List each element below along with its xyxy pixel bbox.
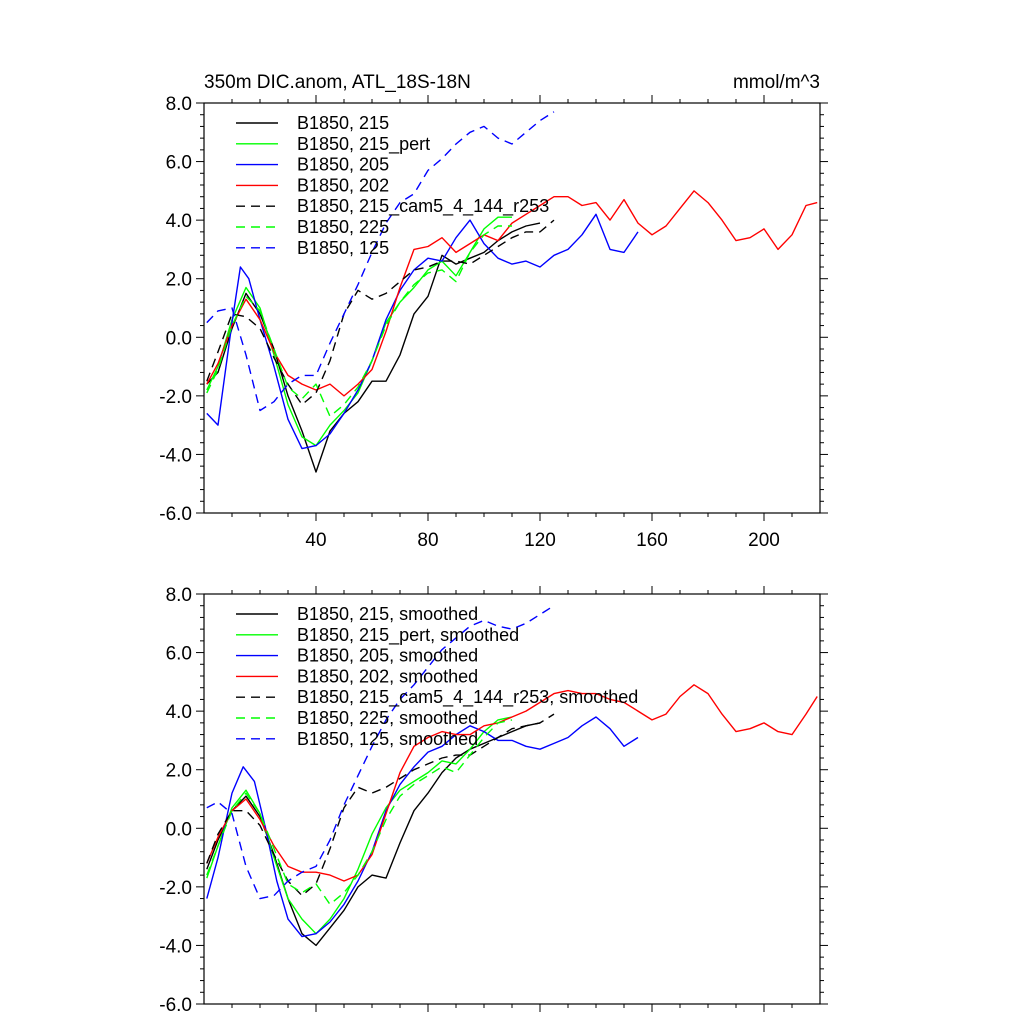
x-tick-label: 120	[524, 530, 556, 551]
y-tick-label: 6.0	[166, 153, 192, 174]
units-label: mmol/m^3	[733, 72, 820, 93]
y-tick-label: 8.0	[166, 585, 192, 606]
x-tick-label: 200	[748, 530, 780, 551]
series-line-4	[206, 190, 818, 397]
series-line-5	[206, 713, 555, 897]
legend-label: B1850, 215_cam5_4_144_r253	[297, 196, 549, 217]
series-line-3	[206, 716, 639, 938]
series-line-5	[206, 219, 555, 406]
y-tick-label: -2.0	[159, 878, 192, 899]
panel-top: 350m DIC.anom, ATL_18S-18N mmol/m^3 -6.0…	[159, 72, 828, 551]
y-tick-label: 2.0	[166, 270, 192, 291]
y-tick-label: 6.0	[166, 644, 192, 665]
legend-label: B1850, 215_pert	[297, 134, 430, 155]
y-tick-label: -4.0	[159, 936, 192, 957]
y-tick-label: 2.0	[166, 761, 192, 782]
legend-label: B1850, 125, smoothed	[297, 729, 478, 749]
series-group	[206, 605, 818, 947]
y-tick-label: -6.0	[159, 504, 192, 525]
x-tick-label: 80	[417, 530, 438, 551]
legend-label: B1850, 202, smoothed	[297, 666, 478, 686]
y-tick-label: 4.0	[166, 211, 192, 232]
series-line-2	[206, 716, 513, 935]
series-line-6	[206, 719, 513, 906]
series-line-1	[206, 222, 541, 473]
legend-label: B1850, 215_pert, smoothed	[297, 625, 519, 646]
legend-label: B1850, 215, smoothed	[297, 604, 478, 624]
y-tick-label: -6.0	[159, 995, 192, 1016]
legend-label: B1850, 125	[297, 238, 389, 258]
y-tick-label: -4.0	[159, 445, 192, 466]
series-group	[206, 111, 818, 473]
series-line-7	[206, 111, 555, 412]
series-line-3	[206, 213, 639, 450]
x-tick-label: 160	[636, 530, 668, 551]
legend-label: B1850, 205	[297, 155, 389, 175]
x-tick-label: 40	[305, 530, 326, 551]
y-tick-label: 8.0	[166, 94, 192, 115]
panel-bottom: -6.0 -4.0 -2.0 0.0 2.0 4.0 6.0 8.0 B1850, 215, s…	[159, 585, 828, 1016]
series-line-4	[206, 684, 818, 882]
chart-title: 350m DIC.anom, ATL_18S-18N	[204, 72, 471, 93]
series-line-6	[206, 225, 512, 418]
legend-label: B1850, 225, smoothed	[297, 708, 478, 728]
y-tick-label: -2.0	[159, 387, 192, 408]
y-tick-label: 4.0	[166, 702, 192, 723]
series-line-1	[206, 722, 541, 947]
legend-label: B1850, 225	[297, 217, 389, 237]
y-tick-label: 0.0	[166, 328, 192, 349]
legend-label: B1850, 202	[297, 175, 389, 195]
legend-label: B1850, 215_cam5_4_144_r253, smoothed	[297, 687, 638, 708]
y-tick-label: 0.0	[166, 819, 192, 840]
legend-label: B1850, 215	[297, 113, 389, 133]
legend-label: B1850, 205, smoothed	[297, 646, 478, 666]
series-line-7	[206, 605, 555, 900]
